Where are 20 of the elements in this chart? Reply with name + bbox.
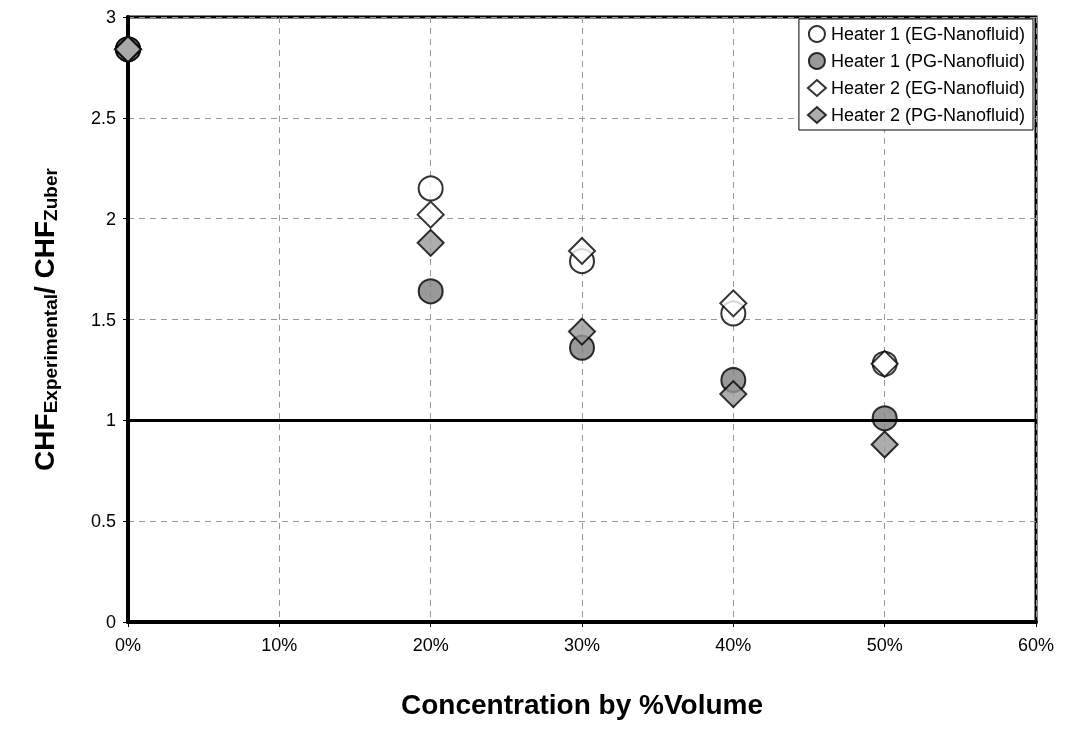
legend-label: Heater 2 (PG-Nanofluid): [830, 105, 1026, 125]
y-axis-title: CHFExperimental/ CHFZuber: [29, 167, 61, 471]
x-tick-label: 0%: [114, 635, 142, 655]
x-tick-label: 30%: [563, 635, 601, 655]
legend-label: Heater 2 (EG-Nanofluid): [830, 78, 1026, 98]
y-tick-label: 2.5: [90, 107, 116, 128]
x-tick-label: 60%: [1017, 635, 1055, 655]
x-tick-label: 20%: [412, 635, 449, 655]
y-tick-label: 1.5: [90, 309, 116, 330]
y-tick-label: 0.5: [90, 511, 116, 532]
y-tick-label: 1: [105, 410, 116, 431]
legend-label: Heater 1 (PG-Nanofluid): [830, 51, 1026, 71]
x-tick-label: 10%: [261, 635, 298, 655]
y-tick-label: 3: [105, 7, 116, 27]
legend-label: Heater 1 (EG-Nanofluid): [830, 24, 1026, 44]
x-tick-label: 40%: [715, 635, 752, 655]
x-axis-title: Concentration by %Volume: [401, 688, 763, 720]
x-tick-label: 50%: [866, 635, 903, 655]
y-tick-label: 2: [105, 208, 116, 229]
y-tick-label: 0: [105, 612, 116, 632]
